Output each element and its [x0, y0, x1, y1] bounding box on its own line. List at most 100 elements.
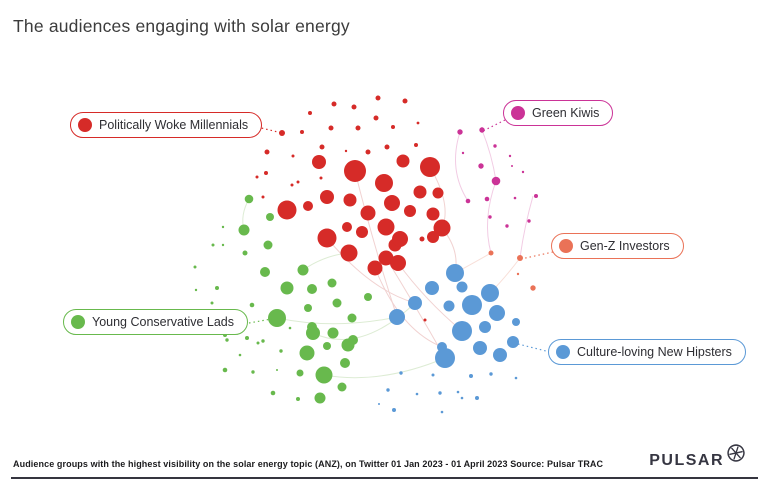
audience-node-young-conservative-lads[interactable]: [215, 286, 219, 290]
audience-node-young-conservative-lads[interactable]: [288, 326, 292, 330]
audience-node-politically-woke-millennials[interactable]: [416, 121, 420, 125]
audience-node-culture-loving-new-hipsters[interactable]: [460, 396, 464, 400]
audience-node-green-kiwis[interactable]: [534, 194, 538, 198]
audience-node-young-conservative-lads[interactable]: [337, 382, 347, 392]
audience-node-green-kiwis[interactable]: [493, 144, 497, 148]
audience-node-young-conservative-lads[interactable]: [260, 267, 270, 277]
cluster-label-green-kiwis[interactable]: Green Kiwis: [503, 100, 614, 126]
audience-node-culture-loving-new-hipsters[interactable]: [443, 300, 455, 312]
audience-node-culture-loving-new-hipsters[interactable]: [452, 321, 472, 341]
audience-node-green-kiwis[interactable]: [513, 196, 517, 200]
audience-node-culture-loving-new-hipsters[interactable]: [378, 403, 380, 405]
audience-node-culture-loving-new-hipsters[interactable]: [438, 391, 442, 395]
audience-node-politically-woke-millennials[interactable]: [344, 149, 348, 153]
audience-node-young-conservative-lads[interactable]: [307, 284, 317, 294]
audience-node-politically-woke-millennials[interactable]: [264, 171, 268, 175]
audience-node-green-kiwis[interactable]: [521, 170, 525, 174]
audience-node-young-conservative-lads[interactable]: [221, 225, 225, 229]
audience-node-young-conservative-lads[interactable]: [297, 264, 309, 276]
audience-node-culture-loving-new-hipsters[interactable]: [489, 372, 493, 376]
audience-node-green-kiwis[interactable]: [527, 219, 531, 223]
audience-node-young-conservative-lads[interactable]: [304, 304, 312, 312]
audience-node-green-kiwis[interactable]: [505, 224, 509, 228]
audience-node-politically-woke-millennials[interactable]: [279, 130, 285, 136]
audience-node-culture-loving-new-hipsters[interactable]: [489, 305, 505, 321]
audience-node-politically-woke-millennials[interactable]: [308, 111, 312, 115]
audience-node-politically-woke-millennials[interactable]: [390, 255, 406, 271]
audience-node-politically-woke-millennials[interactable]: [277, 200, 297, 220]
audience-node-politically-woke-millennials[interactable]: [423, 318, 427, 322]
audience-node-politically-woke-millennials[interactable]: [303, 201, 313, 211]
audience-node-culture-loving-new-hipsters[interactable]: [512, 318, 520, 326]
audience-node-gen-z-investors[interactable]: [530, 285, 536, 291]
audience-node-young-conservative-lads[interactable]: [225, 338, 229, 342]
audience-node-green-kiwis[interactable]: [461, 151, 465, 155]
audience-node-politically-woke-millennials[interactable]: [340, 244, 358, 262]
audience-node-politically-woke-millennials[interactable]: [355, 125, 361, 131]
audience-node-politically-woke-millennials[interactable]: [426, 207, 440, 221]
audience-node-culture-loving-new-hipsters[interactable]: [456, 390, 460, 394]
audience-node-young-conservative-lads[interactable]: [222, 367, 228, 373]
audience-node-culture-loving-new-hipsters[interactable]: [392, 408, 396, 412]
audience-node-politically-woke-millennials[interactable]: [331, 101, 337, 107]
audience-node-politically-woke-millennials[interactable]: [319, 176, 323, 180]
audience-node-culture-loving-new-hipsters[interactable]: [462, 295, 482, 315]
audience-node-young-conservative-lads[interactable]: [211, 243, 215, 247]
audience-node-culture-loving-new-hipsters[interactable]: [514, 376, 518, 380]
cluster-label-gen-z-investors[interactable]: Gen-Z Investors: [551, 233, 684, 259]
audience-node-gen-z-investors[interactable]: [516, 272, 520, 276]
audience-node-young-conservative-lads[interactable]: [256, 341, 260, 345]
audience-node-culture-loving-new-hipsters[interactable]: [425, 281, 439, 295]
audience-node-culture-loving-new-hipsters[interactable]: [479, 321, 491, 333]
audience-node-politically-woke-millennials[interactable]: [419, 236, 425, 242]
audience-node-politically-woke-millennials[interactable]: [255, 175, 259, 179]
audience-node-young-conservative-lads[interactable]: [341, 338, 355, 352]
audience-node-young-conservative-lads[interactable]: [332, 298, 342, 308]
cluster-label-young-conservative-lads[interactable]: Young Conservative Lads: [63, 309, 248, 335]
audience-node-politically-woke-millennials[interactable]: [433, 219, 451, 237]
audience-node-young-conservative-lads[interactable]: [323, 342, 331, 350]
audience-node-young-conservative-lads[interactable]: [280, 281, 294, 295]
audience-node-young-conservative-lads[interactable]: [327, 327, 339, 339]
audience-node-politically-woke-millennials[interactable]: [375, 174, 393, 192]
audience-node-culture-loving-new-hipsters[interactable]: [389, 309, 405, 325]
audience-node-young-conservative-lads[interactable]: [296, 369, 304, 377]
audience-node-young-conservative-lads[interactable]: [244, 194, 254, 204]
audience-node-young-conservative-lads[interactable]: [340, 358, 350, 368]
audience-node-politically-woke-millennials[interactable]: [392, 231, 408, 247]
audience-node-politically-woke-millennials[interactable]: [404, 205, 416, 217]
audience-node-young-conservative-lads[interactable]: [261, 339, 265, 343]
audience-node-politically-woke-millennials[interactable]: [377, 218, 395, 236]
audience-node-politically-woke-millennials[interactable]: [384, 195, 400, 211]
audience-node-green-kiwis[interactable]: [511, 165, 513, 167]
audience-node-politically-woke-millennials[interactable]: [378, 250, 394, 266]
audience-node-politically-woke-millennials[interactable]: [290, 183, 294, 187]
audience-node-politically-woke-millennials[interactable]: [360, 205, 376, 221]
audience-node-politically-woke-millennials[interactable]: [356, 226, 368, 238]
audience-node-gen-z-investors[interactable]: [517, 255, 523, 261]
audience-node-politically-woke-millennials[interactable]: [414, 143, 418, 147]
audience-node-young-conservative-lads[interactable]: [210, 301, 214, 305]
audience-node-politically-woke-millennials[interactable]: [343, 193, 357, 207]
audience-node-young-conservative-lads[interactable]: [279, 349, 283, 353]
audience-node-politically-woke-millennials[interactable]: [391, 125, 395, 129]
audience-node-young-conservative-lads[interactable]: [314, 392, 326, 404]
audience-node-young-conservative-lads[interactable]: [263, 240, 273, 250]
audience-node-young-conservative-lads[interactable]: [296, 397, 300, 401]
audience-node-politically-woke-millennials[interactable]: [402, 98, 408, 104]
audience-node-culture-loving-new-hipsters[interactable]: [493, 348, 507, 362]
audience-node-politically-woke-millennials[interactable]: [317, 228, 337, 248]
audience-node-young-conservative-lads[interactable]: [221, 243, 225, 247]
audience-node-culture-loving-new-hipsters[interactable]: [469, 374, 473, 378]
audience-node-culture-loving-new-hipsters[interactable]: [475, 396, 479, 400]
audience-node-culture-loving-new-hipsters[interactable]: [435, 348, 455, 368]
audience-node-green-kiwis[interactable]: [488, 215, 492, 219]
cluster-label-politically-woke-millennials[interactable]: Politically Woke Millennials: [70, 112, 263, 138]
audience-node-politically-woke-millennials[interactable]: [351, 104, 357, 110]
audience-node-politically-woke-millennials[interactable]: [367, 260, 383, 276]
audience-node-young-conservative-lads[interactable]: [249, 302, 255, 308]
audience-node-green-kiwis[interactable]: [491, 176, 501, 186]
audience-node-young-conservative-lads[interactable]: [270, 390, 276, 396]
audience-node-culture-loving-new-hipsters[interactable]: [440, 410, 444, 414]
audience-node-young-conservative-lads[interactable]: [251, 370, 255, 374]
